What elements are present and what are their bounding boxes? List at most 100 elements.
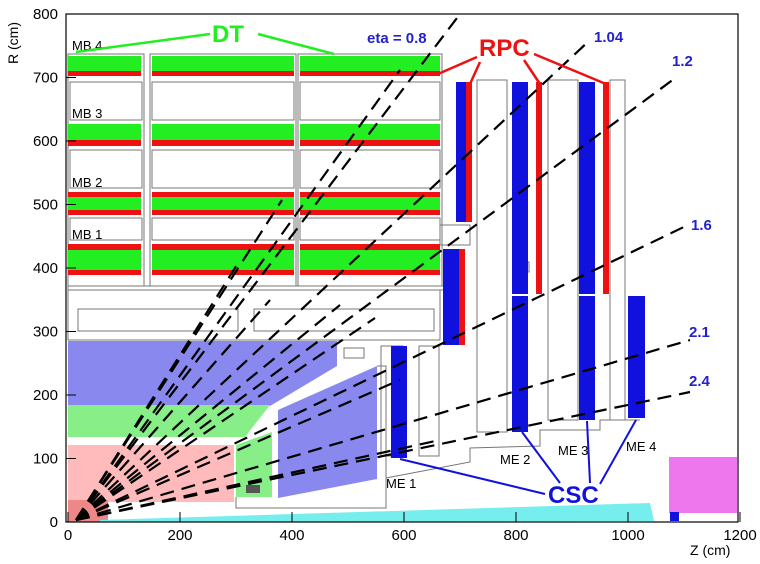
- dt-callout: [75, 32, 335, 56]
- y-tick-label: 0: [50, 514, 58, 531]
- y-tick-label: 200: [33, 387, 58, 404]
- eta-2p1-label: 2.1: [689, 324, 710, 341]
- rpc-me2: [536, 82, 542, 294]
- eta-line: [75, 338, 691, 522]
- rpc-barrel-layer: [152, 210, 294, 215]
- endcap-chambers: [391, 82, 645, 458]
- x-tick-label: 600: [391, 527, 416, 544]
- csc-callout: [399, 419, 637, 495]
- barrel-yoke-outlines: [67, 53, 640, 509]
- eta-line: [75, 259, 241, 521]
- x-tick-label: 200: [167, 527, 192, 544]
- x-axis-title: Z (cm): [690, 542, 730, 558]
- csc-me2-upper: [512, 82, 528, 294]
- rpc-barrel-layer: [300, 71, 440, 76]
- dt-chambers: [68, 56, 440, 275]
- y-tick-label: 300: [33, 324, 58, 341]
- x-tick-label: 1000: [611, 527, 644, 544]
- y-axis-title: R (cm): [5, 22, 21, 64]
- rpc-barrel-layer: [300, 192, 440, 197]
- y-ticks: 0 100 200 300 400 500 600 700 800: [33, 6, 76, 531]
- eta-1p04-label: 1.04: [594, 29, 624, 46]
- inner-detail: [246, 485, 260, 493]
- eta-labels: eta = 0.8 1.04 1.2 1.6 2.1 2.4: [367, 29, 712, 390]
- mb2-label: MB 2: [72, 175, 102, 190]
- mb-labels: MB 4 MB 3 MB 2 MB 1: [72, 38, 102, 242]
- eta-line: [75, 39, 591, 521]
- rpc-barrel-layer: [68, 140, 141, 145]
- x-tick-label: 0: [64, 527, 72, 544]
- y-tick-label: 100: [33, 451, 58, 468]
- eta-line: [75, 304, 341, 521]
- rpc-me1-lower: [459, 249, 465, 345]
- rpc-barrel-layer: [152, 270, 294, 275]
- csc-me1-inner: [391, 346, 407, 458]
- mb3-label: MB 3: [72, 106, 102, 121]
- ecal-endcap: [236, 432, 272, 497]
- ecal-barrel: [68, 405, 270, 437]
- dt-chamber: [152, 56, 294, 74]
- csc-me3-lower: [579, 296, 595, 420]
- y-tick-label: 400: [33, 260, 58, 277]
- x-tick-label: 400: [279, 527, 304, 544]
- rpc-barrel-layer: [300, 270, 440, 275]
- eta-line: [75, 390, 691, 522]
- eta-line: [75, 13, 461, 521]
- eta-line: [75, 317, 376, 521]
- dt-chamber: [152, 124, 294, 142]
- dt-chamber: [68, 124, 141, 142]
- hcal-endcap: [278, 366, 377, 498]
- mb1-label: MB 1: [72, 227, 102, 242]
- y-tick-label: 600: [33, 133, 58, 150]
- rpc-barrel-layer: [68, 192, 141, 197]
- rpc-me3: [603, 82, 609, 294]
- csc-me1-lower: [443, 249, 459, 345]
- dt-chamber: [68, 247, 141, 272]
- rpc-callout: [437, 52, 607, 86]
- eta-line: [75, 438, 441, 522]
- forward-support: [670, 512, 679, 521]
- dt-group-label: DT: [212, 21, 244, 48]
- eta-0p8-label: eta = 0.8: [367, 30, 427, 47]
- me4-label: ME 4: [626, 439, 656, 454]
- rpc-barrel-layer: [152, 140, 294, 145]
- eta-line: [75, 199, 283, 521]
- rpc-barrel-layer: [152, 244, 294, 250]
- csc-group-label: CSC: [548, 482, 599, 509]
- y-tick-label: 800: [33, 6, 58, 23]
- eta-lines: [75, 13, 691, 522]
- dt-chamber: [152, 247, 294, 272]
- rpc-group-label: RPC: [479, 35, 530, 62]
- rpc-barrel-layer: [68, 244, 141, 250]
- me2-label: ME 2: [500, 452, 530, 467]
- y-tick-label: 500: [33, 197, 58, 214]
- eta-line: [75, 299, 271, 521]
- forward-calorimeter: [669, 457, 737, 513]
- rpc-barrel-layer: [300, 244, 440, 250]
- rpc-barrel-layer: [68, 210, 141, 215]
- me-labels: ME 1 ME 2 ME 3 ME 4: [386, 439, 656, 491]
- eta-line: [75, 378, 401, 522]
- eta-2p4-label: 2.4: [689, 373, 711, 390]
- eta-line: [75, 223, 691, 521]
- dt-chamber: [300, 56, 440, 74]
- x-ticks: 0 200 400 600 800 1000 1200: [64, 512, 757, 544]
- csc-me3-upper: [579, 82, 595, 294]
- eta-1p6-label: 1.6: [691, 217, 712, 234]
- csc-me2-lower: [512, 296, 528, 432]
- eta-line: [75, 69, 401, 521]
- x-tick-label: 1200: [723, 527, 756, 544]
- hcal-barrel: [68, 341, 337, 406]
- rpc-barrel-layer: [300, 210, 440, 215]
- x-tick-label: 800: [503, 527, 528, 544]
- csc-me4: [628, 296, 645, 418]
- rpc-barrel-layer: [152, 192, 294, 197]
- rpc-barrel-layer: [300, 140, 440, 145]
- dt-chamber: [68, 56, 141, 74]
- me1-label: ME 1: [386, 476, 416, 491]
- me3-label: ME 3: [558, 443, 588, 458]
- eta-1p2-label: 1.2: [672, 53, 693, 70]
- y-tick-label: 700: [33, 70, 58, 87]
- rpc-barrel-layer: [152, 71, 294, 76]
